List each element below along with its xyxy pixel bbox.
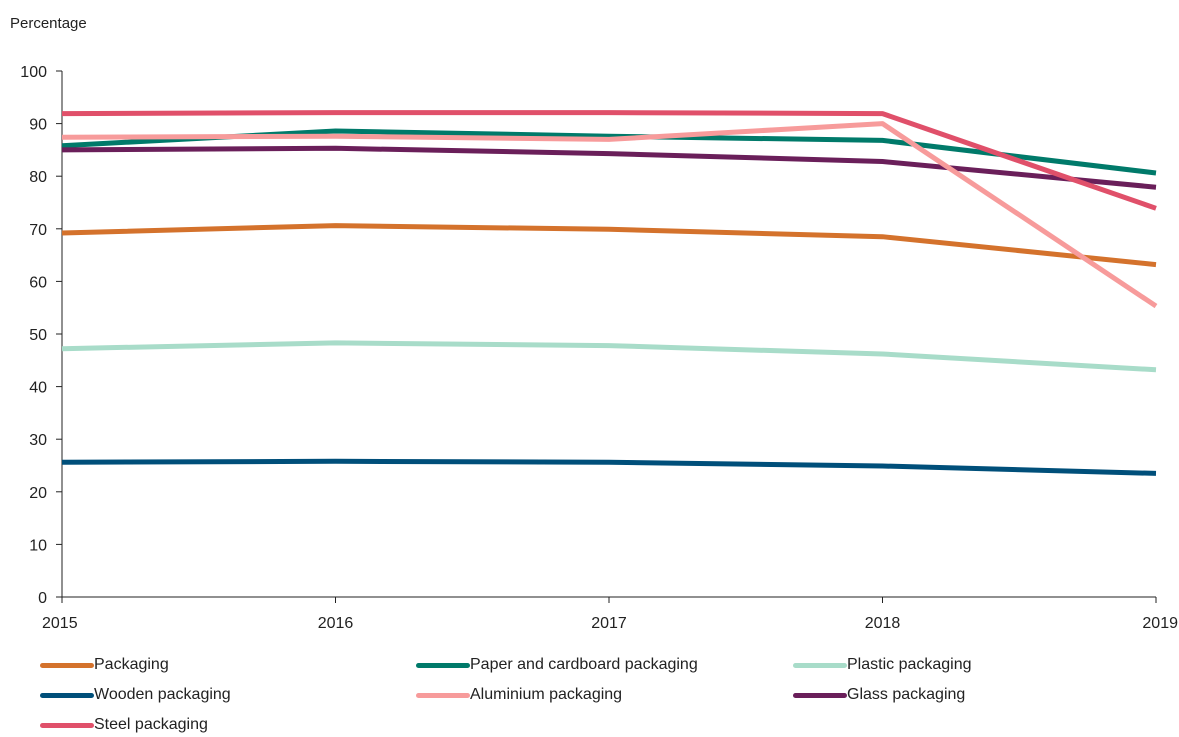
y-tick-label: 50 [29, 327, 47, 344]
y-tick-label: 10 [29, 537, 47, 554]
y-axis-ticks: 0 10 20 30 40 50 60 70 80 90 100 [20, 64, 62, 607]
legend-item: Glass packaging [793, 683, 965, 707]
legend-item: Wooden packaging [40, 683, 231, 707]
x-tick-label: 2019 [1142, 615, 1178, 632]
y-tick-label: 80 [29, 169, 47, 186]
y-tick-label: 60 [29, 274, 47, 291]
legend-swatch [40, 722, 94, 728]
series-lines [61, 110, 1158, 476]
legend-label: Aluminium packaging [470, 686, 623, 703]
y-tick-label: 90 [29, 117, 47, 134]
legend-swatch [416, 692, 470, 698]
legend-item: Steel packaging [40, 713, 208, 737]
legend-label: Glass packaging [847, 686, 966, 703]
legend-label: Paper and cardboard packaging [470, 656, 698, 673]
y-tick-label: 40 [29, 380, 47, 397]
series-line-steel-packaging [61, 110, 1157, 211]
legend-swatch [416, 662, 470, 668]
legend-label: Steel packaging [94, 716, 208, 733]
x-tick-label: 2016 [318, 615, 354, 632]
legend-swatch [793, 692, 847, 698]
x-tick-label: 2018 [865, 615, 901, 632]
legend: Packaging Paper and cardboard packaging Pl… [40, 653, 1160, 735]
legend-item: Aluminium packaging [416, 683, 622, 707]
y-tick-label: 20 [29, 485, 47, 502]
series-line-glass-packaging [61, 145, 1157, 190]
y-tick-label: 100 [20, 64, 47, 81]
legend-swatch [40, 692, 94, 698]
x-tick-label: 2015 [42, 615, 78, 632]
series-line-aluminium-packaging [61, 121, 1158, 309]
series-line-plastic-packaging [61, 340, 1157, 373]
legend-swatch [40, 662, 94, 668]
x-axis-ticks: 2015 2016 2017 2018 2019 [42, 597, 1178, 632]
y-axis-label: Percentage [10, 15, 87, 32]
legend-label: Plastic packaging [847, 656, 972, 673]
legend-label: Packaging [94, 656, 169, 673]
legend-swatch [793, 662, 847, 668]
x-tick-label: 2017 [591, 615, 627, 632]
series-line-packaging [61, 223, 1157, 268]
y-tick-label: 70 [29, 222, 47, 239]
series-line-wooden-packaging [61, 458, 1157, 476]
legend-item: Packaging [40, 653, 169, 677]
legend-label: Wooden packaging [94, 686, 231, 703]
y-tick-label: 30 [29, 432, 47, 449]
legend-item: Plastic packaging [793, 653, 972, 677]
legend-item: Paper and cardboard packaging [416, 653, 698, 677]
y-tick-label: 0 [38, 590, 47, 607]
